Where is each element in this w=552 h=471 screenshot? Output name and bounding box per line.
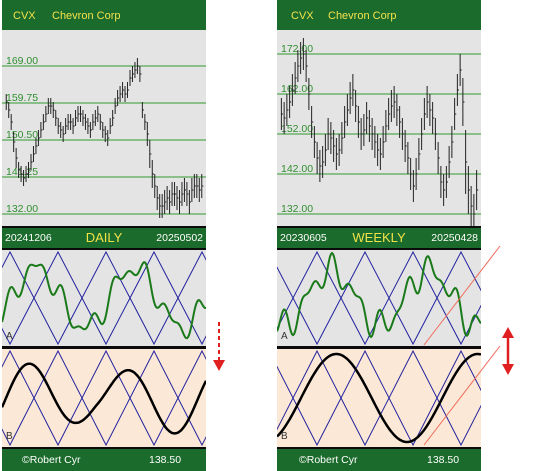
weekly-osc-b-svg [277, 349, 481, 447]
daily-level-label: 150.50 [6, 129, 38, 141]
daily-osc-a-svg [2, 250, 206, 346]
weekly-period-label: WEEKLY [352, 230, 406, 245]
weekly-osc-b-cycle-curve [277, 352, 481, 444]
daily-level-label: 141.25 [6, 166, 38, 178]
daily-start-date: 20241206 [5, 232, 52, 244]
daily-credit: ©Robert Cyr [22, 454, 81, 466]
weekly-credit: ©Robert Cyr [299, 454, 358, 466]
weekly-level-label: 142.00 [281, 163, 313, 175]
daily-osc-a-letter: A [6, 331, 13, 342]
daily-end-date: 20250502 [156, 232, 203, 244]
weekly-date-bar: 20230605 WEEKLY 20250428 [277, 228, 481, 248]
weekly-last-price: 138.50 [427, 454, 460, 466]
daily-oscillator-b: B [2, 349, 206, 447]
weekly-level-label: 132.00 [281, 203, 313, 215]
daily-osc-b-cycle-b [2, 349, 206, 447]
weekly-company: Chevron Corp [328, 10, 397, 22]
daily-ticker: CVX [13, 10, 36, 22]
daily-osc-a-cycle-b [2, 250, 206, 346]
daily-last-price: 138.50 [149, 454, 182, 466]
daily-company: Chevron Corp [52, 10, 121, 22]
double-headed-arrow-icon [502, 327, 514, 375]
daily-footer: ©Robert Cyr 138.50 [2, 449, 206, 471]
daily-date-bar: 20241206 DAILY 20250502 [2, 228, 206, 248]
weekly-osc-b-cycle-a [277, 349, 481, 447]
weekly-footer: ©Robert Cyr 138.50 [277, 449, 481, 471]
daily-oscillator-a: A [2, 250, 206, 346]
weekly-osc-a-cycle-b [277, 250, 481, 346]
daily-osc-b-cycle-a [2, 349, 206, 447]
weekly-end-date: 20250428 [431, 232, 478, 244]
daily-title-bar: CVX Chevron Corp [2, 0, 206, 30]
weekly-level-label: 152.00 [281, 123, 313, 135]
double-arrow-head-up [502, 327, 514, 338]
daily-osc-a-cycle-a [2, 250, 206, 346]
daily-osc-b-letter: B [6, 431, 13, 442]
weekly-panel: CVX Chevron Corp 172.00 162.00 152.00 142.0… [277, 0, 481, 471]
daily-osc-b-cycle-curve [2, 362, 206, 435]
weekly-osc-b-cycle-b [277, 349, 481, 447]
dashed-arrow-head [213, 360, 225, 371]
daily-level-label: 169.00 [6, 55, 38, 67]
weekly-price-chart: 172.00 162.00 152.00 142.00 132.00 [277, 30, 481, 226]
weekly-oscillator-b: B [277, 349, 481, 447]
weekly-start-date: 20230605 [280, 232, 327, 244]
weekly-osc-b-letter: B [281, 431, 288, 442]
daily-price-chart: 169.00 159.75 150.50 141.25 132.00 [2, 30, 206, 226]
daily-price-svg: 169.00 159.75 150.50 141.25 132.00 [2, 55, 206, 218]
weekly-level-label: 162.00 [281, 83, 313, 95]
weekly-title-bar: CVX Chevron Corp [277, 0, 481, 30]
daily-osc-a-momentum-line [2, 261, 206, 340]
double-arrow-head-down [502, 364, 514, 375]
weekly-price-svg: 172.00 162.00 152.00 142.00 132.00 [277, 38, 481, 226]
weekly-level-label: 172.00 [281, 43, 313, 55]
daily-osc-b-svg [2, 349, 206, 447]
weekly-oscillator-a: A [277, 250, 481, 346]
weekly-ticker: CVX [291, 10, 314, 22]
daily-period-label: DAILY [85, 230, 123, 245]
daily-level-label: 159.75 [6, 92, 38, 104]
weekly-osc-a-svg [277, 250, 481, 346]
daily-panel: CVX Chevron Corp 169.00 159.75 150.50 141.2… [2, 0, 206, 471]
weekly-osc-a-letter: A [281, 331, 288, 342]
daily-level-label: 132.00 [6, 203, 38, 215]
weekly-osc-a-cycle-a [277, 250, 481, 346]
